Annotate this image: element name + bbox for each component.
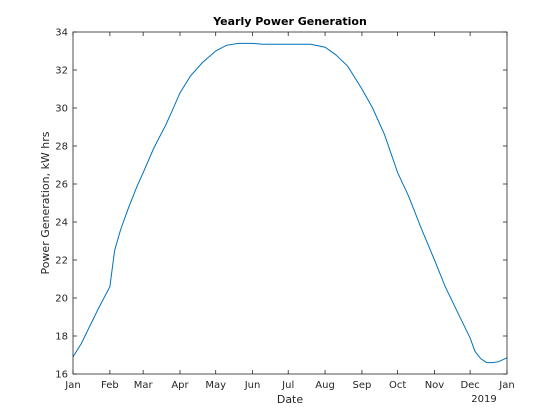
y-tick-label: 18 [55,332,68,343]
chart-title: Yearly Power Generation [212,15,367,28]
x-tick-label: May [205,380,226,391]
y-tick-label: 34 [55,28,68,39]
x-tick-label: Oct [389,380,406,391]
x-tick-label: Mar [134,380,154,391]
y-tick-label: 16 [55,370,68,381]
x-axis-label: Date [277,393,304,406]
x-axis-ticks: Jan Feb Mar Apr May Jun Jul Aug Sep Oct Nov Dec Jan [64,32,515,391]
y-tick-label: 26 [55,180,68,191]
y-tick-label: 22 [55,256,68,267]
x-tick-label: Jul [281,380,294,391]
x-tick-label: Jan [498,380,514,391]
series-line [72,42,508,364]
y-tick-label: 24 [55,218,68,229]
x-tick-label: Jan [64,380,80,391]
y-tick-label: 28 [55,142,68,153]
x-tick-label: Jun [244,380,261,391]
y-tick-label: 20 [55,294,68,305]
x-tick-label: Nov [425,380,445,391]
y-axis-ticks: 16 18 20 22 24 26 28 30 32 34 [55,28,507,381]
y-tick-label: 32 [55,66,68,77]
x-tick-label: Sep [353,380,372,391]
x-axis-year-label: 2019 [471,394,496,405]
axes-frame [72,31,508,375]
x-tick-label: Dec [460,380,479,391]
y-tick-label: 30 [55,104,68,115]
x-tick-label: Aug [315,380,335,391]
y-axis-label: Power Generation, kW hrs [39,131,52,274]
x-tick-label: Feb [101,380,119,391]
x-tick-label: Apr [171,380,189,391]
